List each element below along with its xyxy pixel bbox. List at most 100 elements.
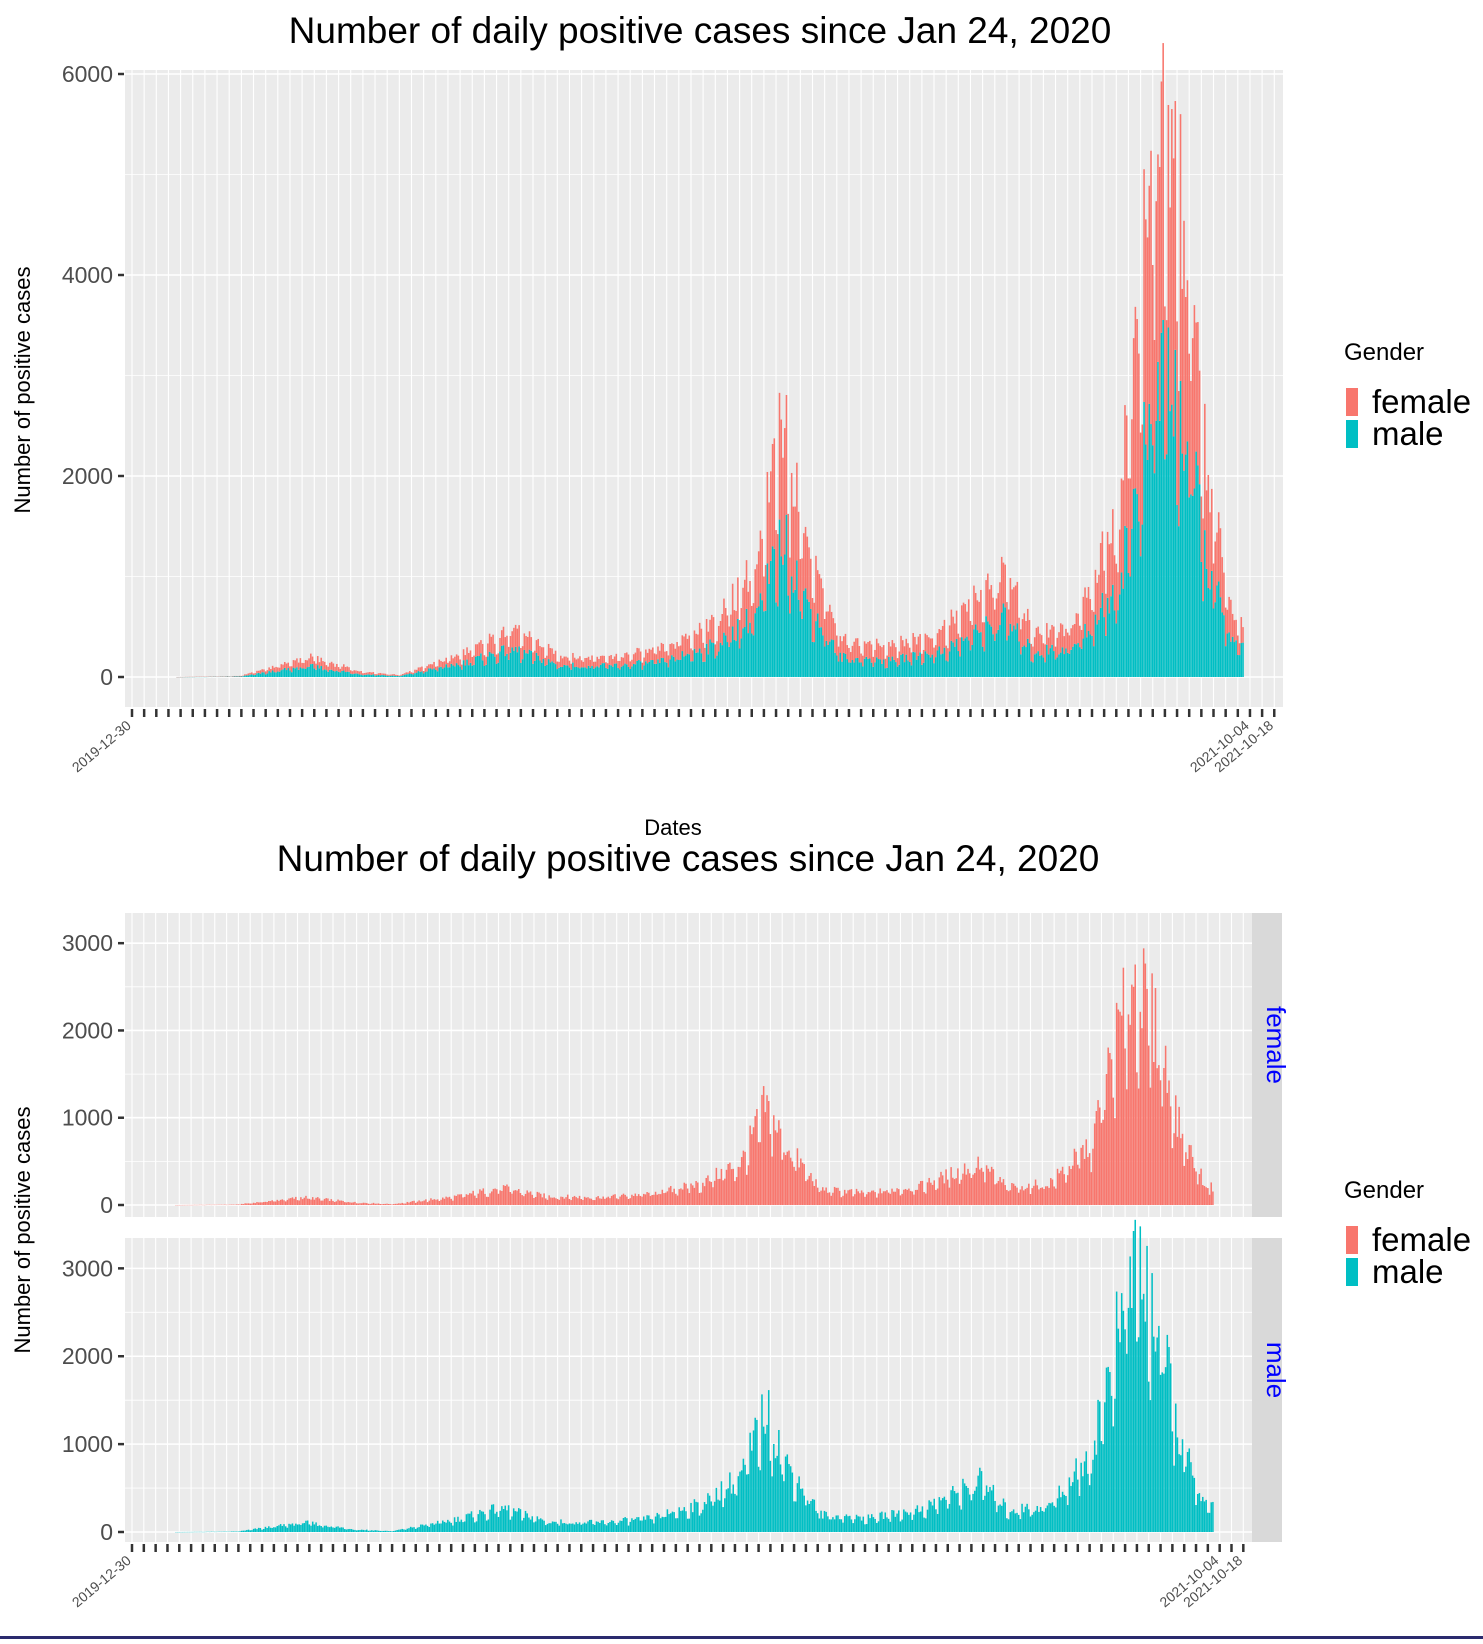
bar-male (1085, 1451, 1087, 1532)
bar-male (987, 621, 989, 677)
bar-female (849, 1190, 851, 1205)
bar-female (493, 1189, 495, 1205)
bar-female (709, 620, 711, 640)
bar-male (873, 1517, 875, 1532)
bar-female (383, 1204, 385, 1205)
bar-male (336, 1527, 338, 1532)
bar-male (1240, 643, 1242, 677)
bar-female (871, 644, 873, 662)
bar-male (734, 640, 736, 677)
bar-male (346, 1530, 348, 1532)
bar-male (392, 676, 394, 677)
bar-male (711, 1501, 713, 1532)
bar-male (595, 667, 597, 677)
bar-male (606, 1525, 608, 1532)
bar-female (838, 647, 840, 662)
bar-male (1008, 636, 1010, 677)
bar-male (276, 1526, 278, 1532)
bar-male (423, 673, 425, 677)
bar-female (982, 622, 984, 646)
bar-male (1050, 1503, 1052, 1532)
bar-female (1018, 1193, 1020, 1205)
bar-female (1060, 623, 1062, 652)
bar-female (437, 1199, 439, 1205)
bar-male (1228, 632, 1230, 677)
bar-male (364, 1530, 366, 1532)
bar-female (822, 588, 824, 635)
bar-female (857, 1191, 859, 1205)
bar-male (1072, 647, 1074, 677)
bar-male (1183, 1472, 1185, 1532)
bar-female (782, 458, 784, 565)
bar-female (536, 640, 538, 653)
bar-female (471, 1194, 473, 1205)
bar-female (719, 1179, 721, 1205)
bar-female (319, 1198, 321, 1205)
bar-male (537, 1516, 539, 1532)
bar-male (609, 665, 611, 677)
bar-male (482, 660, 484, 677)
bar-female (504, 1186, 506, 1205)
bar-male (774, 549, 776, 677)
bar-female (949, 625, 951, 651)
bar-male (504, 1506, 506, 1532)
bar-male (815, 1511, 817, 1532)
bar-male (793, 1501, 795, 1532)
bar-male (814, 1500, 816, 1532)
bar-male (1018, 641, 1020, 677)
bar-female (1235, 620, 1237, 640)
bar-female (1056, 638, 1058, 657)
bar-female (1099, 1107, 1101, 1205)
bar-male (425, 672, 427, 677)
bar-female (697, 1182, 699, 1205)
bar-female (607, 663, 609, 669)
bar-female (655, 654, 657, 664)
bar-male (716, 656, 718, 677)
bar-male (254, 675, 256, 677)
bar-female (1017, 582, 1019, 623)
bar-male (1096, 1455, 1098, 1532)
bar-male (551, 661, 553, 677)
bar-female (918, 1184, 920, 1205)
bar-female (602, 656, 604, 664)
bar-female (629, 1198, 631, 1205)
bar-male (1173, 1466, 1175, 1532)
bar-female (662, 1190, 664, 1205)
bar-male (499, 651, 501, 677)
bar-female (583, 662, 585, 668)
bar-male (540, 1518, 542, 1532)
bar-female (805, 527, 807, 588)
bar-male (253, 675, 255, 677)
bar-female (522, 646, 524, 659)
bar-female (281, 664, 283, 670)
bar-female (1009, 1190, 1011, 1205)
bar-male (447, 667, 449, 677)
bar-male (529, 650, 531, 677)
bar-male (1022, 647, 1024, 677)
bar-female (261, 669, 263, 672)
bar-female (319, 662, 321, 668)
bar-male (1116, 623, 1118, 677)
bar-male (407, 1529, 409, 1532)
bar-female (954, 624, 956, 647)
bar-female (969, 1173, 971, 1205)
bar-female (950, 1167, 952, 1205)
bar-male (697, 652, 699, 677)
bar-male (1084, 1461, 1086, 1532)
bar-female (1096, 1111, 1098, 1205)
bar-male (1232, 637, 1234, 677)
bar-male (994, 641, 996, 677)
legend-title: Gender (1344, 339, 1424, 366)
bar-male (798, 600, 800, 677)
bar-male (658, 1514, 660, 1532)
bar-male (267, 674, 269, 677)
bar-male (653, 1523, 655, 1532)
bar-male (807, 1501, 809, 1532)
bar-male (978, 633, 980, 677)
bar-female (834, 623, 836, 653)
bar-female (279, 668, 281, 672)
bar-female (331, 662, 333, 670)
bar-male (243, 1531, 245, 1532)
bar-female (1227, 610, 1229, 634)
bar-male (888, 657, 890, 677)
